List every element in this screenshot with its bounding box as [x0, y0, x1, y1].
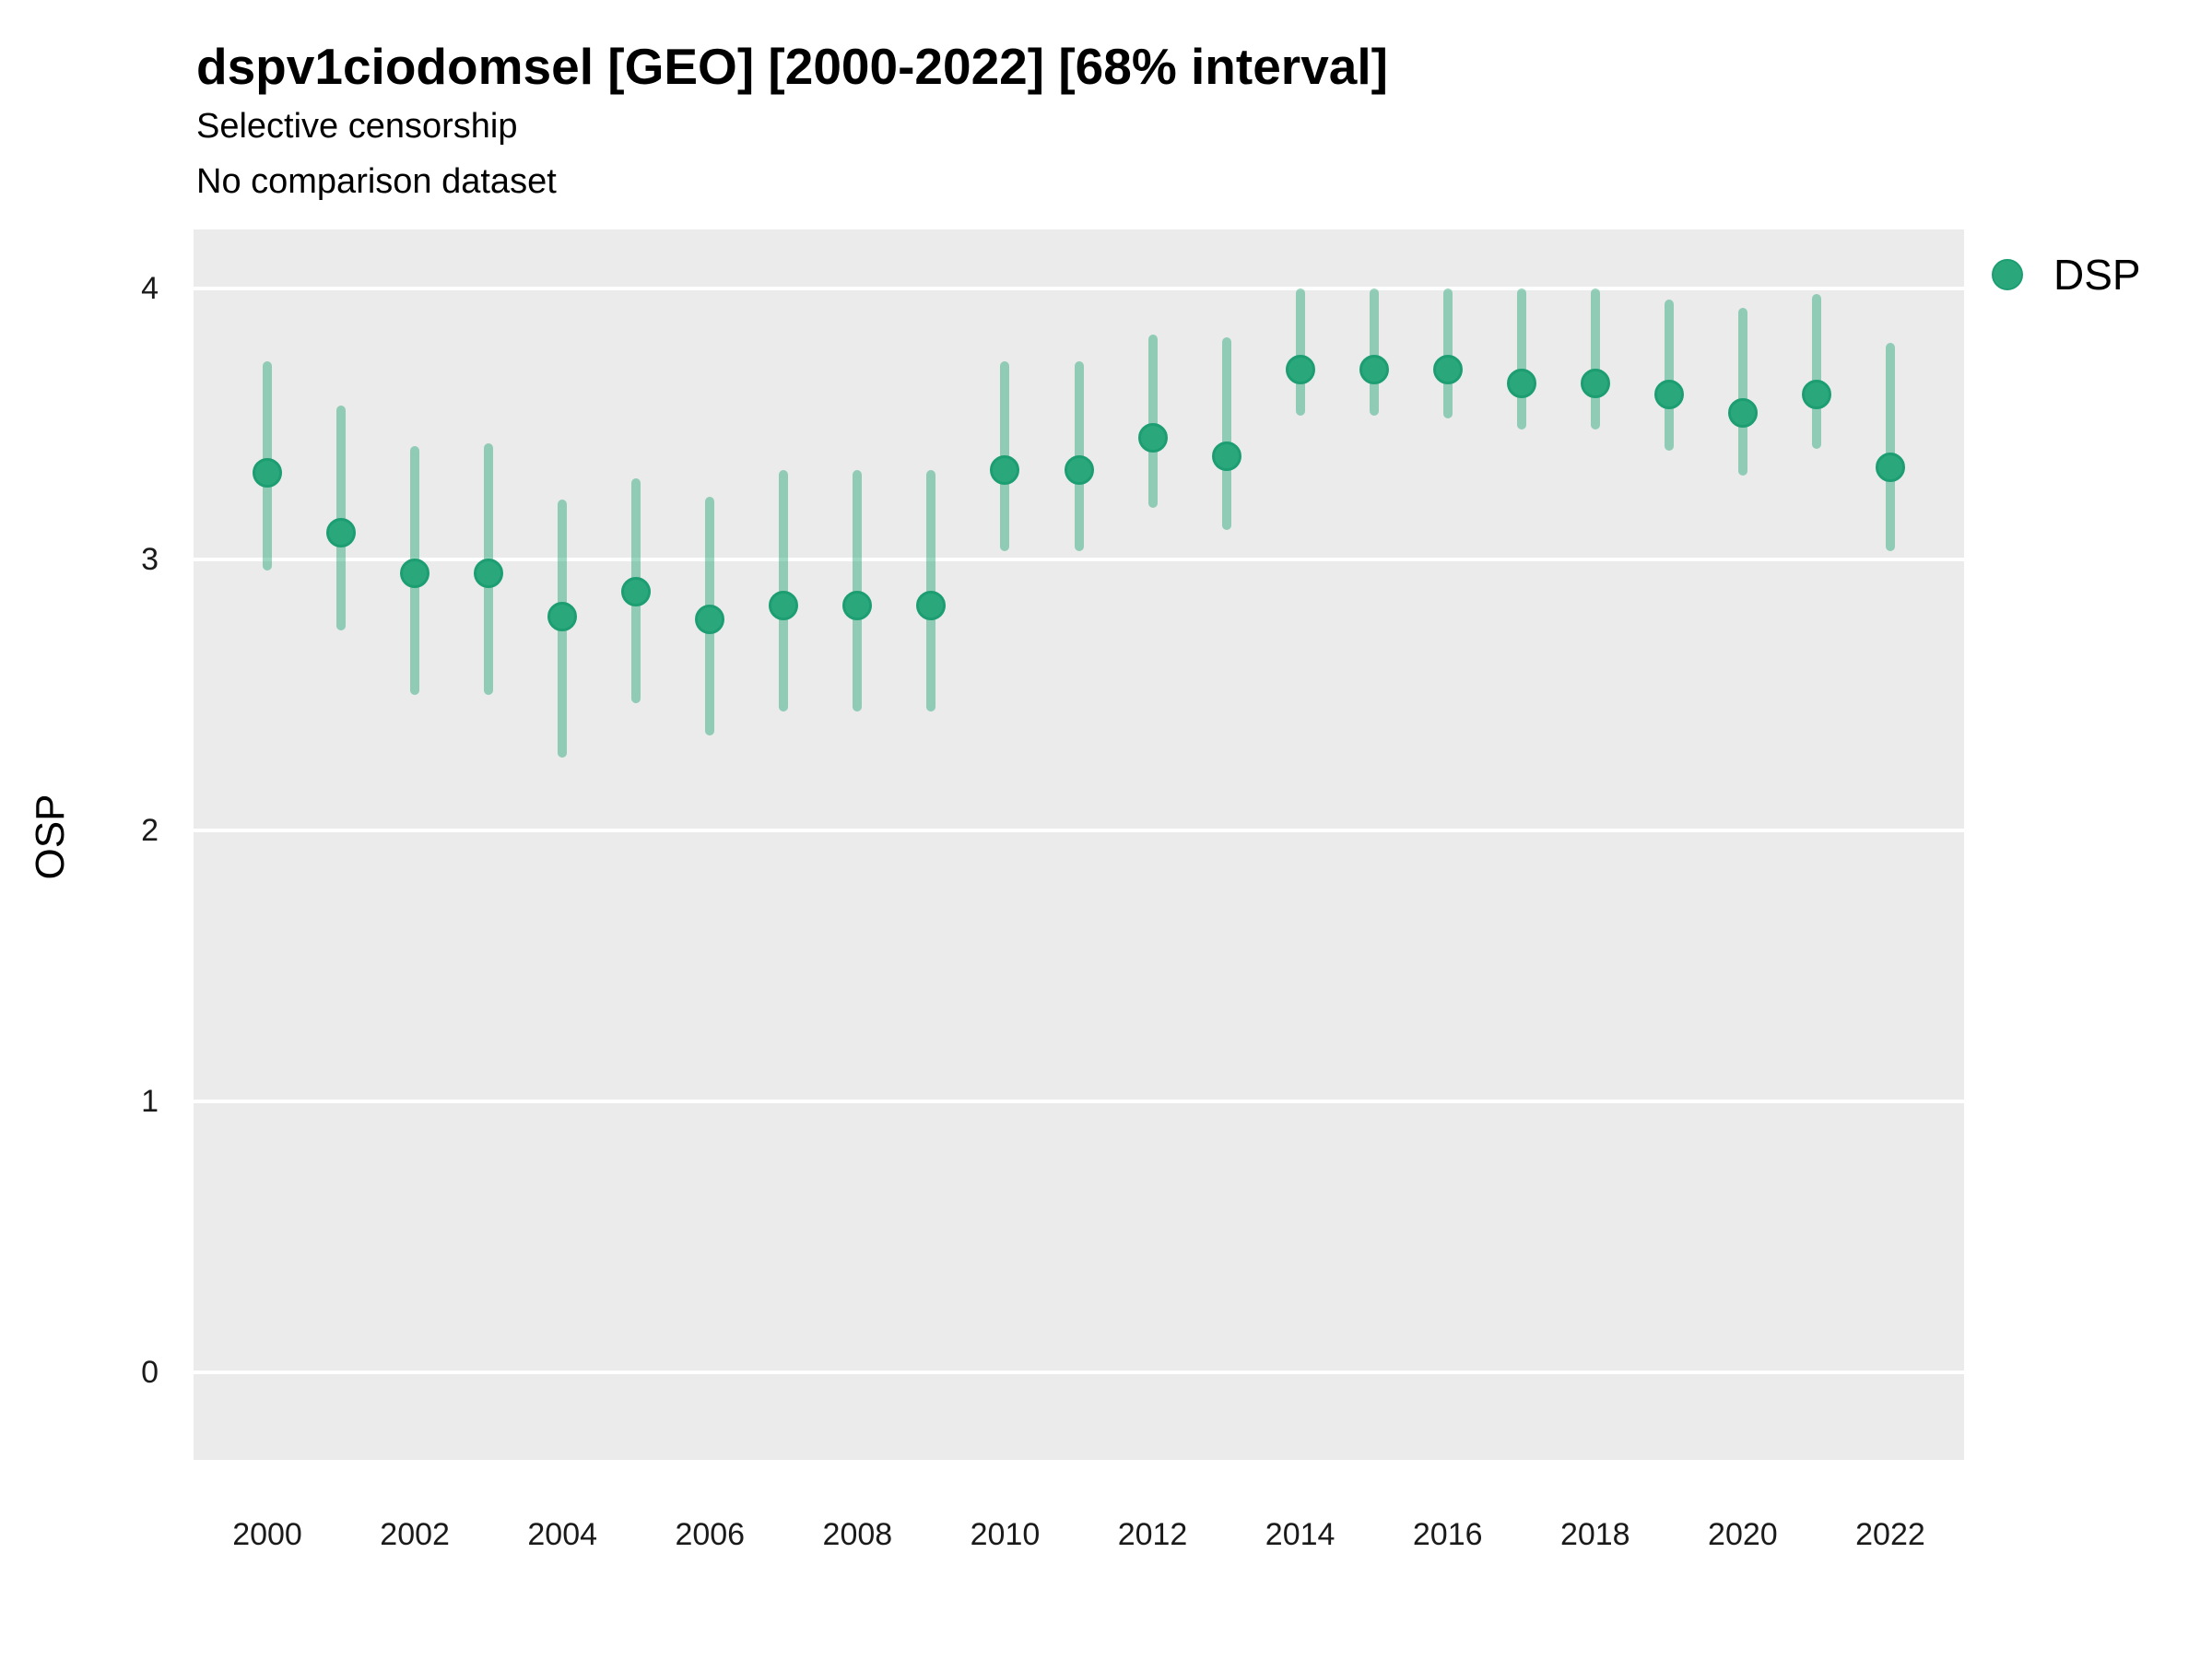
- y-tick-label: 4: [141, 271, 159, 307]
- gridline-y-3: [194, 558, 1964, 562]
- x-tick-label: 2008: [822, 1517, 893, 1552]
- gridline-y-2: [194, 829, 1964, 833]
- data-point: [1137, 422, 1168, 453]
- data-point: [474, 558, 504, 588]
- data-point: [916, 591, 947, 621]
- y-tick-label: 0: [141, 1355, 159, 1391]
- data-point: [326, 517, 357, 547]
- legend-point-icon: [1992, 259, 2023, 290]
- y-tick-label: 1: [141, 1084, 159, 1120]
- interval-bar: [1295, 288, 1305, 417]
- data-point: [1285, 355, 1315, 385]
- x-tick-label: 2016: [1412, 1517, 1483, 1552]
- x-tick-label: 2018: [1559, 1517, 1630, 1552]
- interval-bar: [1147, 335, 1158, 509]
- data-point: [621, 577, 652, 607]
- interval-bar: [1516, 288, 1526, 429]
- chart-subtitle-line1: Selective censorship: [196, 107, 518, 146]
- gridline-y-0: [194, 1371, 1964, 1375]
- legend-label: DSP: [2053, 251, 2141, 299]
- interval-bar: [1885, 342, 1895, 552]
- x-tick-label: 2022: [1855, 1517, 1925, 1552]
- x-tick-label: 2012: [1117, 1517, 1188, 1552]
- data-point: [1580, 368, 1610, 398]
- x-tick-label: 2014: [1265, 1517, 1335, 1552]
- data-point: [1506, 368, 1536, 398]
- x-tick-label: 2002: [380, 1517, 450, 1552]
- data-point: [1359, 355, 1389, 385]
- data-point: [990, 455, 1020, 486]
- data-point: [547, 601, 578, 631]
- interval-bar: [1811, 293, 1821, 449]
- interval-bar: [779, 470, 789, 712]
- interval-bar: [1590, 288, 1600, 429]
- data-point: [695, 604, 725, 634]
- data-point: [1801, 379, 1831, 409]
- data-point: [400, 558, 430, 588]
- interval-bar: [1442, 288, 1453, 419]
- gridline-y-1: [194, 1100, 1964, 1104]
- data-point: [842, 591, 873, 621]
- y-tick-label: 3: [141, 542, 159, 578]
- data-point: [1432, 355, 1463, 385]
- y-tick-label: 2: [141, 813, 159, 849]
- legend: DSP: [1982, 241, 2203, 308]
- data-point: [1064, 455, 1094, 486]
- x-tick-label: 2004: [527, 1517, 598, 1552]
- data-point: [769, 591, 799, 621]
- x-tick-label: 2000: [232, 1517, 302, 1552]
- data-point: [1875, 453, 1905, 483]
- data-point: [253, 458, 283, 488]
- interval-bar: [1369, 288, 1379, 417]
- data-point: [1653, 379, 1684, 409]
- gridline-y-4: [194, 287, 1964, 291]
- x-tick-label: 2006: [675, 1517, 746, 1552]
- chart-title: dspv1ciodomsel [GEO] [2000-2022] [68% in…: [196, 38, 1388, 95]
- data-point: [1211, 441, 1241, 472]
- interval-bar: [926, 470, 936, 712]
- interval-bar: [1221, 337, 1231, 530]
- interval-bar: [1664, 299, 1674, 452]
- data-point: [1727, 398, 1758, 429]
- x-tick-label: 2020: [1708, 1517, 1778, 1552]
- chart-subtitle-line2: No comparison dataset: [196, 162, 557, 201]
- interval-bar: [853, 470, 863, 712]
- interval-bar: [336, 405, 347, 630]
- x-tick-label: 2010: [970, 1517, 1041, 1552]
- interval-bar: [1737, 307, 1747, 476]
- plot-panel: [194, 229, 1964, 1460]
